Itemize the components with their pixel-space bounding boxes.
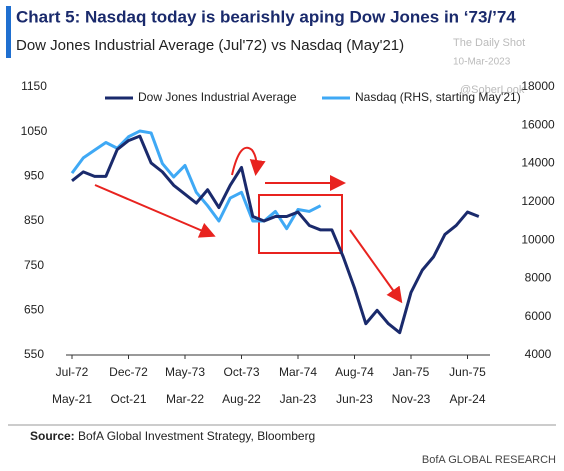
arrow: [94, 184, 216, 238]
x2-tick-label: Jan-23: [280, 392, 317, 406]
y-tick-label: 550: [24, 347, 44, 361]
series-line: [70, 129, 322, 231]
x2-tick-label: Jun-23: [336, 392, 373, 406]
x-tick-label: Aug-74: [335, 365, 374, 379]
arrow: [231, 146, 266, 176]
arrow: [349, 229, 403, 304]
watermark: 10-Mar-2023: [453, 57, 511, 68]
x-tick-label: Jan-75: [393, 365, 430, 379]
y2-tick-label: 8000: [525, 271, 552, 285]
y-tick-label: 1150: [21, 79, 47, 93]
y-tick-label: 650: [24, 303, 44, 317]
title-bar: [6, 6, 11, 58]
x-tick-label: Mar-74: [279, 365, 317, 379]
y-tick-label: 850: [24, 213, 44, 227]
watermark: The Daily Shot: [453, 37, 525, 49]
series-line: [71, 134, 480, 335]
y2-tick-label: 10000: [521, 232, 555, 246]
x2-tick-label: Nov-23: [392, 392, 431, 406]
y2-tick-label: 16000: [521, 117, 555, 131]
y2-tick-label: 12000: [521, 194, 555, 208]
y-tick-label: 1050: [21, 124, 48, 138]
source-label: Source:: [30, 429, 75, 443]
x-tick-label: Jul-72: [56, 365, 89, 379]
brand: BofA GLOBAL RESEARCH: [422, 454, 556, 466]
y-tick-label: 750: [24, 258, 44, 272]
x2-tick-label: Apr-24: [449, 392, 485, 406]
x2-tick-label: May-21: [52, 392, 92, 406]
y2-tick-label: 6000: [525, 309, 552, 323]
chart-title: Chart 5: Nasdaq today is bearishly aping…: [16, 7, 516, 26]
chart-subtitle: Dow Jones Industrial Average (Jul'72) vs…: [16, 37, 404, 54]
watermark: @SoberLook: [460, 84, 525, 96]
x-tick-label: Oct-73: [223, 365, 259, 379]
x2-tick-label: Oct-21: [110, 392, 146, 406]
x-tick-label: May-73: [165, 365, 205, 379]
y-tick-label: 950: [24, 169, 44, 183]
y2-tick-label: 4000: [525, 347, 552, 361]
highlight-box: [258, 194, 343, 254]
y2-tick-label: 14000: [521, 156, 555, 170]
legend-label: Nasdaq (RHS, starting May'21): [355, 90, 521, 104]
legend-label: Dow Jones Industrial Average: [138, 90, 297, 104]
y2-tick-label: 18000: [521, 79, 555, 93]
x-tick-label: Jun-75: [449, 365, 486, 379]
x2-tick-label: Mar-22: [166, 392, 204, 406]
x-tick-label: Dec-72: [109, 365, 148, 379]
source: BofA Global Investment Strategy, Bloombe…: [78, 429, 315, 443]
x2-tick-label: Aug-22: [222, 392, 261, 406]
